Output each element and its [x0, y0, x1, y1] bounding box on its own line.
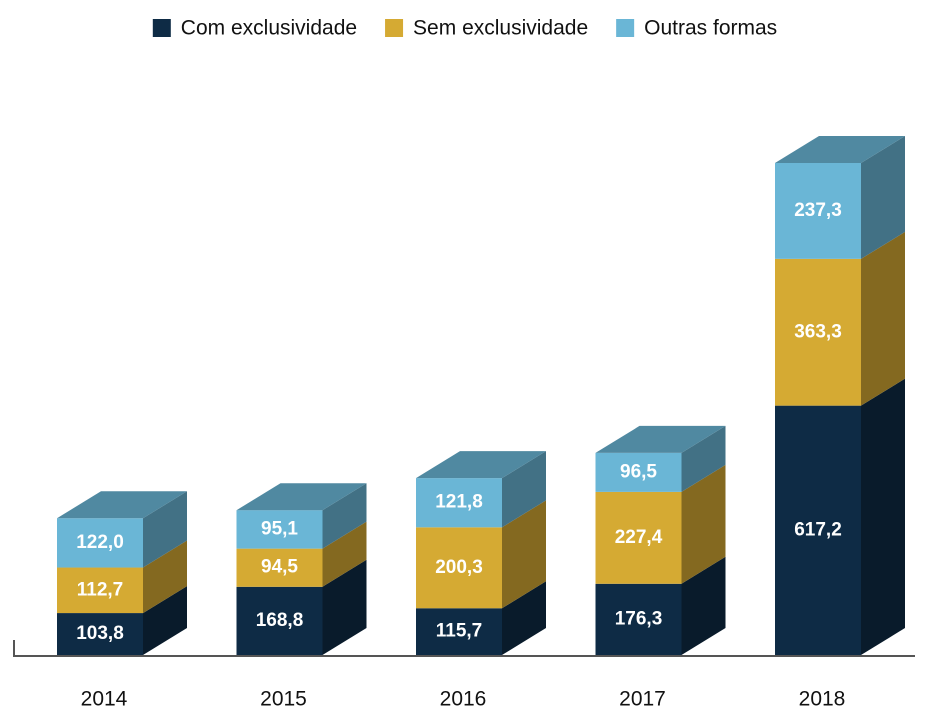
- x-tick-label: 2016: [440, 688, 487, 711]
- legend-label: Outras formas: [644, 17, 777, 40]
- legend-label: Com exclusividade: [181, 17, 357, 40]
- bar-side: [681, 556, 726, 655]
- bar-top: [236, 483, 367, 511]
- bar: [236, 548, 323, 587]
- x-tick-label: 2015: [260, 688, 307, 711]
- x-tick-label: 2018: [799, 688, 846, 711]
- bar: [57, 613, 143, 655]
- value-label: 121,8: [435, 492, 483, 513]
- plot: 103,8 112,7 122,0 2014 168,8 94,5 95,1 2015 115,…: [57, 136, 905, 711]
- bar-top: [595, 425, 726, 453]
- value-label: 200,3: [435, 557, 483, 578]
- legend-label: Sem exclusividade: [413, 17, 588, 40]
- bar-side: [502, 500, 546, 609]
- value-label: 115,7: [436, 621, 483, 642]
- legend-item: Outras formas: [616, 17, 777, 40]
- bar-side: [861, 136, 905, 259]
- legend-swatch: [385, 19, 404, 37]
- bar: [416, 527, 502, 609]
- bar-side: [502, 451, 546, 528]
- value-label: 122,0: [76, 532, 124, 553]
- legend-item: Sem exclusividade: [385, 17, 588, 40]
- bar: [236, 586, 323, 655]
- value-label: 103,8: [76, 623, 124, 644]
- bar-top: [775, 136, 905, 163]
- value-label: 95,1: [261, 518, 298, 539]
- bar-top: [57, 491, 187, 519]
- value-label: 112,7: [77, 579, 124, 600]
- bar: [595, 452, 682, 492]
- bar: [775, 405, 861, 655]
- x-axis: [13, 640, 915, 657]
- bar: [57, 567, 143, 614]
- bar-side: [143, 586, 187, 655]
- bar-top: [416, 451, 546, 479]
- value-label: 176,3: [615, 608, 663, 629]
- x-tick-label: 2017: [619, 688, 666, 711]
- bar: [595, 491, 682, 584]
- legend-swatch: [152, 19, 171, 37]
- bar: [57, 518, 143, 568]
- bar-side: [143, 491, 187, 568]
- value-label: 237,3: [794, 200, 842, 221]
- legend-swatch: [616, 19, 635, 37]
- value-label: 168,8: [256, 610, 304, 631]
- bar: [416, 608, 502, 655]
- bar: [595, 583, 682, 655]
- bar-side: [861, 378, 905, 655]
- bar: [416, 478, 502, 528]
- bar: [775, 163, 861, 259]
- bar-side: [322, 559, 367, 655]
- value-label: 94,5: [261, 557, 298, 578]
- bar-side: [681, 464, 726, 584]
- bar-side: [861, 231, 905, 406]
- value-label: 363,3: [794, 321, 842, 342]
- bar-side: [681, 425, 726, 492]
- value-label: 227,4: [615, 527, 663, 548]
- bar-side: [143, 540, 187, 614]
- legend: Com exclusividade Sem exclusividade Outras…: [152, 17, 777, 40]
- bar-side: [322, 521, 367, 587]
- value-label: 617,2: [794, 519, 842, 540]
- bar-side: [322, 483, 367, 549]
- legend-item: Com exclusividade: [152, 17, 357, 40]
- value-label: 96,5: [620, 461, 657, 482]
- bar-side: [502, 581, 546, 655]
- bar: [775, 258, 861, 406]
- x-tick-label: 2014: [81, 688, 128, 711]
- bar: [236, 510, 323, 549]
